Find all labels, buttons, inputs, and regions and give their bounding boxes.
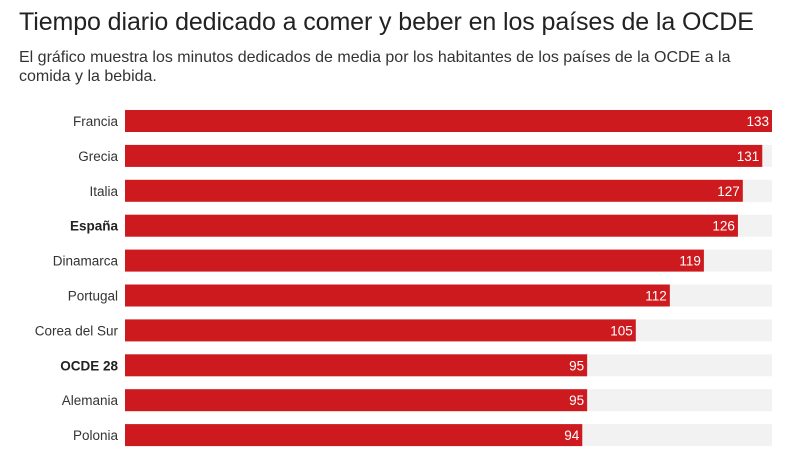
value-label-dinamarca: 119 (679, 254, 701, 269)
value-label-alemania: 95 (569, 393, 584, 408)
value-label-grecia: 131 (737, 149, 760, 164)
bar-portugal (125, 284, 670, 307)
value-label-italia: 127 (717, 184, 740, 199)
chart-title: Tiempo diario dedicado a comer y beber e… (19, 8, 754, 36)
value-label-francia: 133 (746, 114, 769, 129)
bar-francia (125, 110, 772, 132)
category-label-ocde-28: OCDE 28 (60, 358, 118, 373)
value-label-polonia: 94 (564, 428, 580, 443)
value-label-corea-del-sur: 105 (610, 323, 633, 338)
category-label-francia: Francia (73, 114, 119, 129)
bar-alemania (125, 389, 588, 412)
value-label-ocde-28: 95 (569, 358, 584, 373)
bar-grecia (125, 144, 763, 167)
category-label-dinamarca: Dinamarca (53, 254, 119, 269)
category-label-portugal: Portugal (68, 289, 118, 304)
bar-italia (125, 179, 743, 202)
value-label-portugal: 112 (645, 289, 667, 304)
category-label-polonia: Polonia (73, 428, 119, 443)
category-label-corea-del-sur: Corea del Sur (35, 323, 119, 338)
bar-corea-del-sur (125, 319, 636, 342)
bar-dinamarca (125, 249, 704, 272)
bar-polonia (125, 424, 583, 447)
category-label-alemania: Alemania (62, 393, 119, 408)
bar-ocde-28 (125, 354, 588, 377)
category-label-grecia: Grecia (78, 149, 118, 164)
bar-espana (125, 214, 738, 237)
category-label-italia: Italia (89, 184, 118, 199)
chart-subtitle: El gráfico muestra los minutos dedicados… (19, 49, 731, 85)
value-label-espana: 126 (712, 219, 735, 234)
category-label-espana: España (70, 219, 119, 234)
